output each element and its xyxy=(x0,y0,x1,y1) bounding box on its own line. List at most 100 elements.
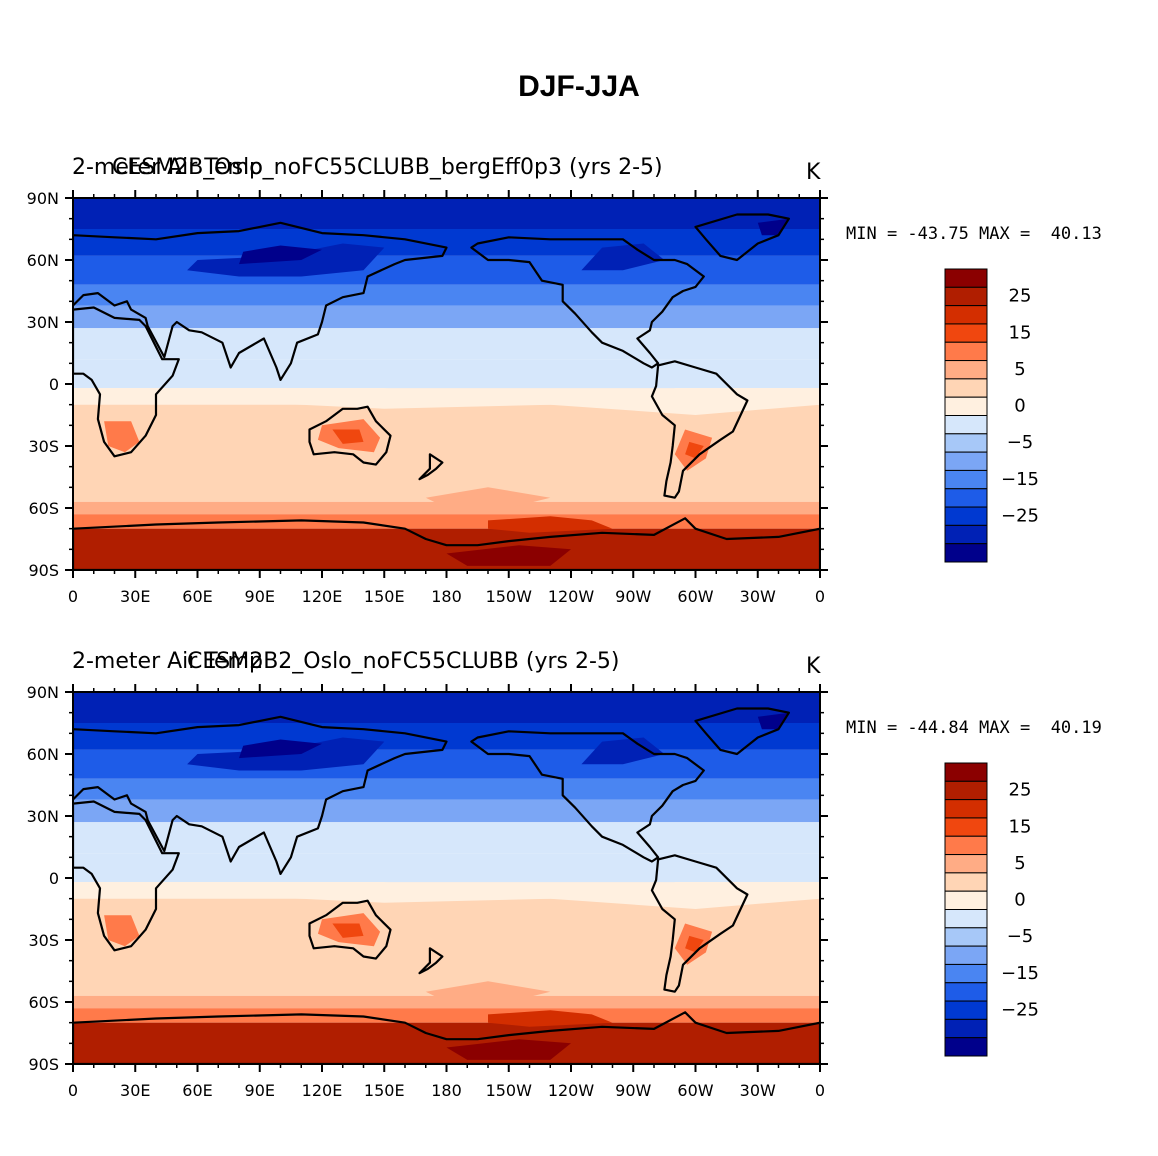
colorbar-label: −25 xyxy=(1001,999,1039,1020)
coastline-greenland xyxy=(694,707,791,756)
colorbar-box xyxy=(944,524,988,545)
x-tick-label: 90W xyxy=(615,587,651,606)
map-panel-top: 2-meter Air Temp CESM2B_Oslo_noFC55CLUBB… xyxy=(0,140,1158,620)
colorbar-label: −25 xyxy=(1001,505,1039,526)
x-tick-label: 0 xyxy=(815,1081,825,1100)
colorbar-box xyxy=(944,945,988,965)
colorbar-box xyxy=(944,451,988,471)
panel-left-title: 2-meter Air Temp xyxy=(72,649,263,674)
x-tick-label: 60E xyxy=(182,1081,212,1100)
x-tick-label: 120E xyxy=(302,1081,343,1100)
temperature-region xyxy=(73,388,820,415)
temperature-region xyxy=(685,935,704,953)
temperature-band xyxy=(73,514,820,529)
x-tick-label: 30E xyxy=(120,1081,150,1100)
temperature-region xyxy=(446,545,571,566)
coastline-nz xyxy=(418,453,444,481)
colorbar-box xyxy=(944,1037,988,1057)
colorbar-box xyxy=(944,909,988,929)
temperature-band xyxy=(73,1022,820,1064)
y-tick-label: 90S xyxy=(28,561,59,580)
coastline-africa xyxy=(73,306,180,458)
map-field xyxy=(73,198,820,570)
colorbar-box xyxy=(944,543,988,563)
temperature-region xyxy=(73,882,820,909)
coastline-namerica xyxy=(470,236,705,369)
colorbar-box xyxy=(944,854,988,874)
temperature-band xyxy=(73,692,820,723)
colorbar-box xyxy=(944,872,988,892)
colorbar-label: 5 xyxy=(1014,359,1025,380)
colorbar-box xyxy=(944,982,988,1002)
colorbar-box xyxy=(944,963,988,984)
temperature-band xyxy=(73,822,820,854)
map-panel-bottom: 2-meter Air Temp CESM2B2_Oslo_noFC55CLUB… xyxy=(0,634,1158,1114)
panel-left-title: 2-meter Air Temp xyxy=(72,155,263,180)
map-svg: 0 30E 60E 90E 120E 150E 180 150W 120W 90W 60W 30W 09… xyxy=(27,683,1039,1100)
colorbar-box xyxy=(944,506,988,526)
temperature-region xyxy=(488,516,613,533)
coastline-nz xyxy=(418,947,444,975)
colorbar-box xyxy=(944,341,988,362)
min-max-label: MIN = -44.84 MAX = 40.19 xyxy=(846,718,1102,738)
x-tick-label: 0 xyxy=(815,587,825,606)
colorbar-box xyxy=(944,286,988,307)
colorbar-label: 15 xyxy=(1009,816,1032,837)
x-tick-label: 60E xyxy=(182,587,212,606)
y-tick-label: 0 xyxy=(49,869,59,888)
colorbar-label: 25 xyxy=(1009,286,1032,307)
coastline-antarctica xyxy=(73,1011,820,1064)
colorbar-box xyxy=(944,835,988,856)
x-tick-label: 60W xyxy=(677,587,713,606)
min-max-label: MIN = -43.75 MAX = 40.13 xyxy=(846,224,1102,244)
x-tick-label: 120E xyxy=(302,587,343,606)
temperature-band xyxy=(73,284,820,306)
y-tick-label: 60N xyxy=(27,745,59,764)
temperature-region xyxy=(332,429,364,444)
colorbar-box xyxy=(944,799,988,819)
y-tick-label: 90S xyxy=(28,1055,59,1074)
coastline-namerica xyxy=(470,730,705,863)
coastline-greenland xyxy=(694,213,791,262)
temperature-band xyxy=(73,305,820,329)
colorbar-box xyxy=(944,323,988,343)
colorbar-box xyxy=(944,927,988,947)
coastline-samerica xyxy=(650,360,749,499)
temperature-region xyxy=(581,243,665,271)
coastline-eurasia xyxy=(73,221,448,381)
temperature-band xyxy=(73,749,820,779)
units-label: K xyxy=(806,160,821,185)
y-tick-label: 30N xyxy=(27,807,59,826)
x-tick-label: 150W xyxy=(486,587,533,606)
x-tick-label: 180 xyxy=(431,1081,462,1100)
x-tick-label: 180 xyxy=(431,587,462,606)
temperature-band xyxy=(73,1008,820,1023)
temperature-region xyxy=(757,712,789,730)
y-tick-label: 60S xyxy=(28,499,59,518)
colorbar-label: 0 xyxy=(1014,396,1025,417)
x-tick-label: 120W xyxy=(548,1081,595,1100)
temperature-region xyxy=(425,981,551,1002)
x-tick-label: 90W xyxy=(615,1081,651,1100)
figure-title: DJF-JJA xyxy=(518,70,640,103)
x-tick-label: 30E xyxy=(120,587,150,606)
colorbar-box xyxy=(944,360,988,380)
temperature-region xyxy=(488,1010,613,1027)
panel-case-title: CESM2B2_Oslo_noFC55CLUBB (yrs 2-5) xyxy=(187,649,620,674)
colorbar-box xyxy=(944,1018,988,1039)
x-tick-label: 30W xyxy=(740,587,776,606)
temperature-band xyxy=(73,778,820,800)
panel-case-title: CESM2B_Oslo_noFC55CLUBB_bergEff0p3 (yrs … xyxy=(112,155,663,180)
coastline-australia xyxy=(308,405,392,466)
colorbar-box xyxy=(944,1000,988,1020)
y-tick-label: 90N xyxy=(27,189,59,208)
temperature-region xyxy=(104,915,140,947)
y-tick-label: 90N xyxy=(27,683,59,702)
colorbar-label: −15 xyxy=(1001,963,1039,984)
y-tick-label: 60N xyxy=(27,251,59,270)
colorbar-box xyxy=(944,817,988,837)
colorbar-label: −5 xyxy=(1007,926,1034,947)
temperature-band xyxy=(73,255,820,285)
x-tick-label: 150W xyxy=(486,1081,533,1100)
coastline-eurasia xyxy=(73,715,448,875)
